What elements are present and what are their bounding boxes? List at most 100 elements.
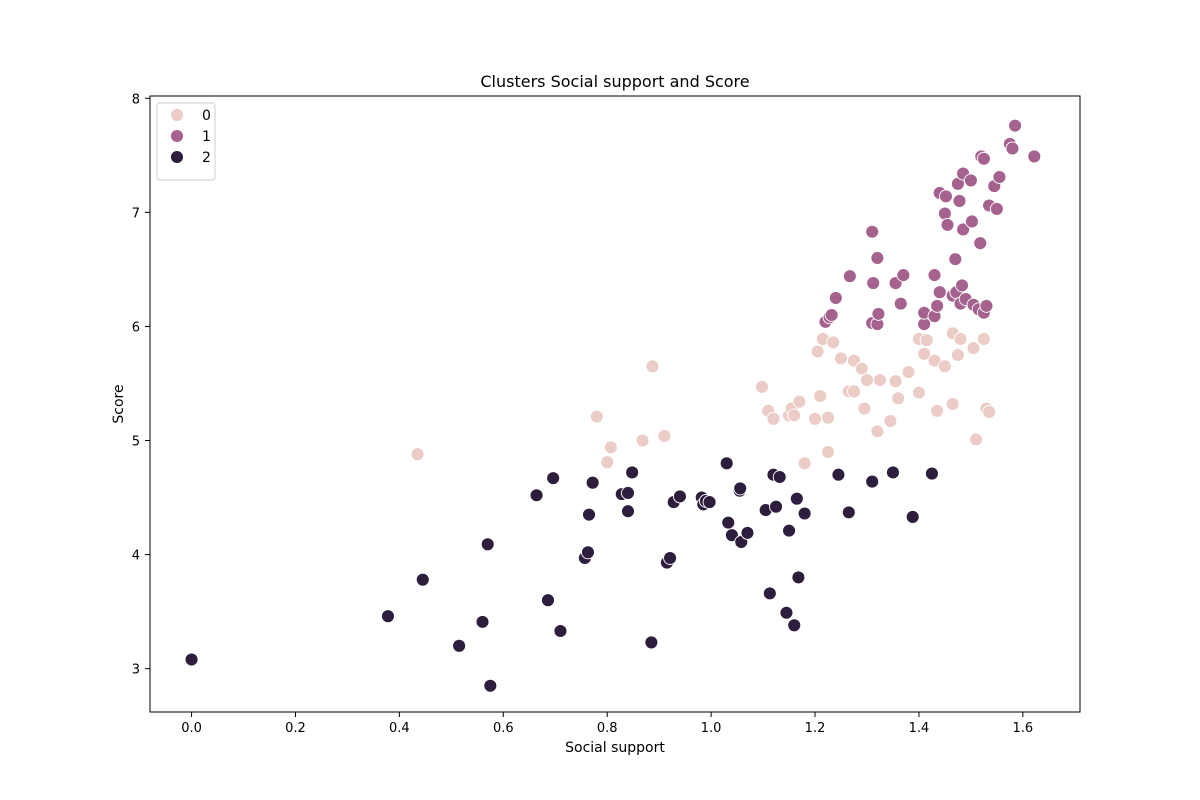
- data-point-cluster-0: [787, 408, 802, 423]
- data-point-cluster-1: [865, 224, 880, 239]
- data-point-cluster-1: [824, 308, 839, 322]
- data-point-cluster-1: [956, 222, 971, 237]
- legend-marker-1: [170, 129, 184, 143]
- data-point-cluster-1: [927, 268, 942, 283]
- data-point-cluster-2: [886, 465, 900, 480]
- data-point-cluster-2: [787, 618, 802, 633]
- x-tick-label: 0.0: [181, 721, 202, 736]
- data-point-cluster-2: [733, 481, 748, 496]
- data-point-cluster-2: [702, 495, 717, 510]
- x-tick-label: 1.2: [805, 721, 826, 736]
- data-point-cluster-2: [772, 470, 787, 484]
- data-point-cluster-1: [979, 298, 994, 313]
- data-point-cluster-1: [828, 290, 843, 305]
- x-tick-label: 0.8: [597, 721, 618, 736]
- legend-label-2: 2: [202, 150, 211, 166]
- data-point-cluster-1: [930, 298, 945, 313]
- x-axis: 0.0 0.2 0.4 0.6 0.8 1.0 1.2 1.4 1.6: [181, 712, 1033, 736]
- legend-marker-2: [170, 150, 184, 164]
- legend: 0 1 2: [156, 102, 216, 181]
- data-point-cluster-0: [873, 373, 887, 387]
- data-point-cluster-2: [782, 523, 797, 538]
- y-tick-label: 7: [132, 206, 140, 221]
- data-point-cluster-2: [415, 572, 430, 587]
- data-point-cluster-0: [766, 411, 781, 426]
- data-point-cluster-1: [937, 206, 952, 221]
- data-point-cluster-1: [870, 251, 885, 265]
- data-point-cluster-2: [452, 638, 467, 653]
- data-point-cluster-2: [553, 624, 568, 638]
- data-point-cluster-2: [621, 486, 635, 500]
- data-point-cluster-0: [657, 428, 672, 443]
- data-point-cluster-1: [866, 276, 881, 291]
- data-point-cluster-0: [950, 347, 965, 362]
- data-point-cluster-2: [663, 551, 678, 565]
- plot-frame: [149, 95, 1081, 713]
- x-tick-label: 1.4: [909, 721, 930, 736]
- y-axis: 3 4 5 6 7 8: [132, 92, 150, 678]
- data-point-cluster-0: [589, 409, 604, 424]
- y-tick-label: 3: [132, 663, 140, 678]
- chart-title: Clusters Social support and Score: [480, 72, 749, 91]
- data-point-cluster-2: [184, 652, 199, 667]
- y-tick-label: 4: [132, 549, 140, 564]
- data-point-cluster-0: [976, 332, 991, 346]
- data-point-cluster-0: [917, 346, 932, 361]
- data-point-cluster-2: [480, 537, 495, 552]
- data-point-cluster-0: [982, 405, 997, 419]
- data-point-cluster-0: [969, 432, 984, 447]
- data-point-cluster-0: [821, 444, 835, 459]
- data-point-cluster-0: [792, 394, 807, 409]
- data-point-cluster-0: [891, 391, 906, 406]
- data-point-cluster-1: [1027, 149, 1042, 164]
- data-point-cluster-0: [883, 414, 898, 429]
- data-point-cluster-0: [919, 333, 934, 348]
- data-point-cluster-0: [755, 379, 769, 394]
- data-point-cluster-2: [475, 614, 490, 629]
- data-point-cluster-2: [791, 570, 806, 585]
- data-point-cluster-1: [976, 151, 991, 166]
- data-point-cluster-2: [546, 471, 561, 486]
- data-point-cluster-2: [621, 504, 635, 519]
- data-point-cluster-2: [762, 586, 777, 601]
- data-point-cluster-0: [603, 440, 618, 455]
- legend-label-1: 1: [202, 129, 211, 145]
- data-point-cluster-2: [381, 609, 395, 624]
- data-point-cluster-1: [1005, 141, 1020, 156]
- data-point-cluster-2: [721, 515, 736, 530]
- data-point-cluster-0: [911, 385, 926, 400]
- data-point-cluster-0: [937, 359, 952, 374]
- x-tick-label: 0.6: [493, 721, 514, 736]
- y-tick-label: 5: [132, 435, 140, 450]
- y-axis-label: Score: [111, 384, 127, 423]
- data-point-cluster-0: [857, 401, 872, 416]
- data-point-cluster-0: [966, 341, 981, 356]
- data-point-cluster-0: [870, 424, 885, 439]
- data-point-cluster-0: [847, 384, 861, 399]
- x-axis-label: Social support: [565, 740, 665, 756]
- data-point-cluster-2: [905, 509, 920, 524]
- data-point-cluster-2: [779, 605, 794, 620]
- y-tick-label: 6: [132, 320, 140, 335]
- data-point-cluster-1: [964, 214, 979, 229]
- data-point-cluster-2: [672, 489, 687, 504]
- data-point-cluster-2: [529, 488, 544, 503]
- data-point-cluster-1: [989, 201, 1004, 216]
- data-point-cluster-1: [932, 285, 947, 300]
- data-point-cluster-1: [952, 193, 967, 208]
- data-point-cluster-1: [948, 252, 963, 267]
- data-point-cluster-1: [955, 278, 970, 293]
- data-point-cluster-2: [865, 474, 880, 489]
- data-point-cluster-2: [541, 593, 555, 608]
- data-point-cluster-0: [945, 397, 960, 411]
- data-point-cluster-2: [724, 528, 739, 543]
- data-point-cluster-2: [797, 506, 812, 521]
- data-point-cluster-1: [940, 217, 955, 232]
- data-point-cluster-0: [410, 447, 425, 462]
- data-point-cluster-2: [719, 456, 734, 471]
- data-point-cluster-0: [953, 332, 968, 346]
- data-point-cluster-0: [888, 374, 903, 389]
- data-point-cluster-2: [585, 475, 600, 490]
- data-point-cluster-2: [644, 635, 659, 650]
- data-point-cluster-2: [831, 467, 846, 482]
